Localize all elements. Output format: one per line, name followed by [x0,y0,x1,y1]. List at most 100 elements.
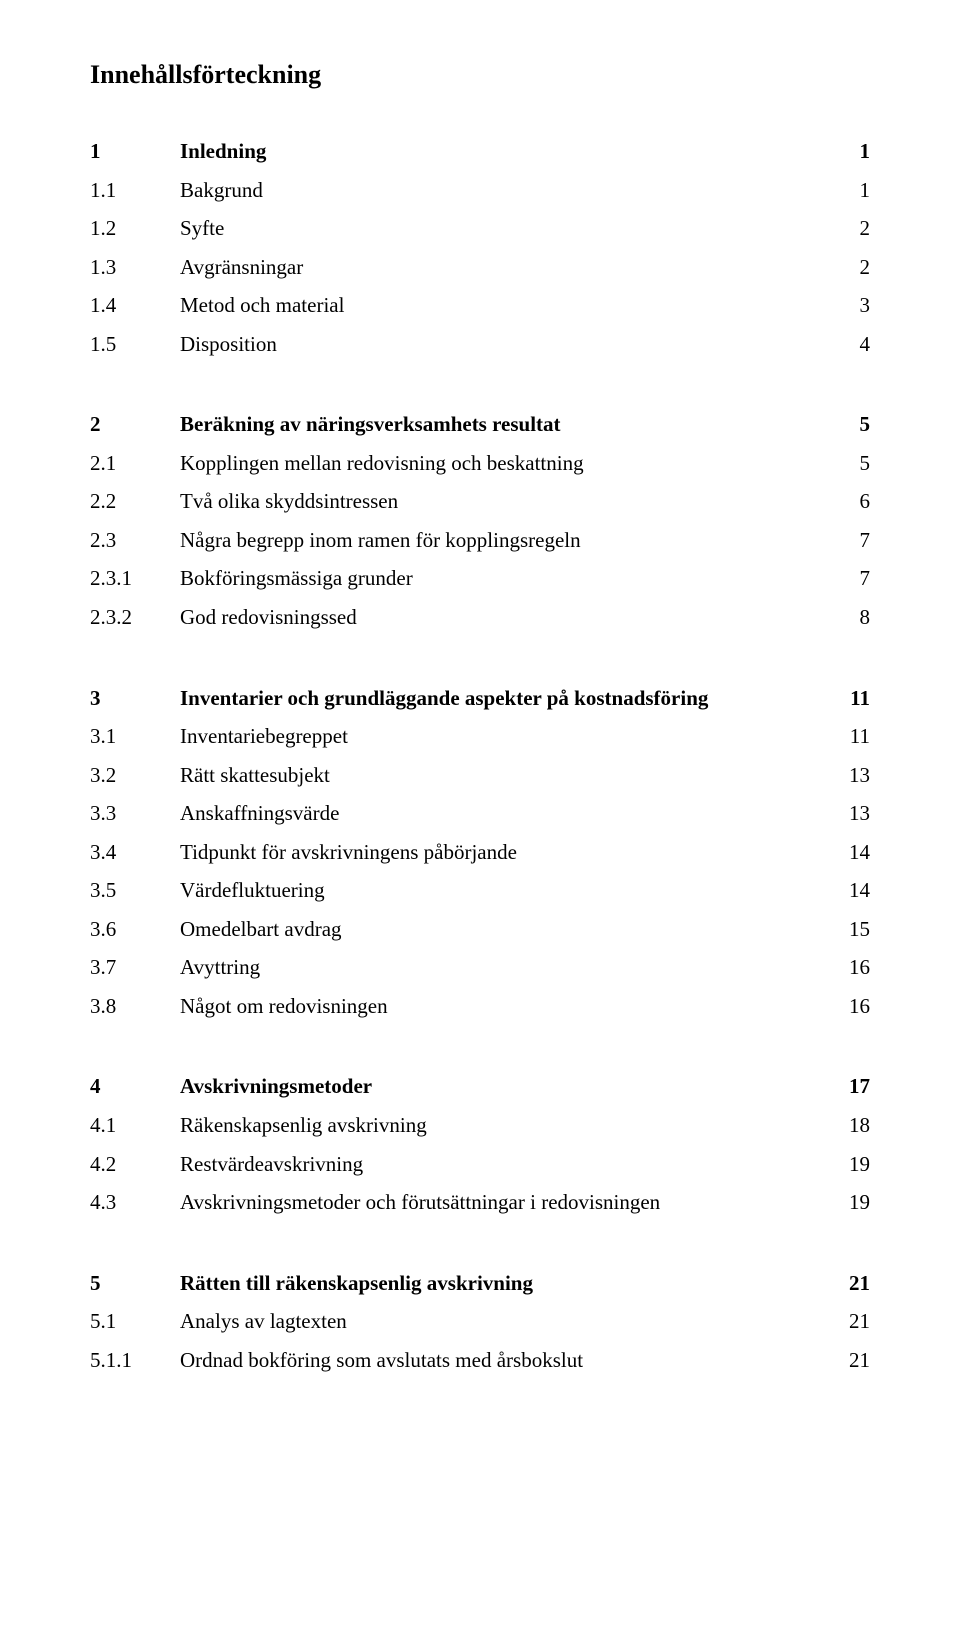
toc-row: 3.5Värdefluktuering14 [90,874,870,907]
toc-entry-page: 17 [830,1070,870,1103]
toc-row: 1Inledning1 [90,135,870,168]
toc-entry-number: 2.3.1 [90,562,180,595]
toc-entry-number: 3.3 [90,797,180,830]
toc-row: 2.3.1Bokföringsmässiga grunder7 [90,562,870,595]
toc-entry-page: 14 [830,836,870,869]
toc-entry-number: 3.2 [90,759,180,792]
toc-entry-title: Syfte [180,212,830,245]
toc-row: 5Rätten till räkenskapsenlig avskrivning… [90,1267,870,1300]
toc-entry-title: Restvärdeavskrivning [180,1148,830,1181]
toc-entry-page: 21 [830,1344,870,1377]
toc-entry-number: 5.1.1 [90,1344,180,1377]
toc-entry-number: 4.1 [90,1109,180,1142]
toc-entry-title: Disposition [180,328,830,361]
toc-entry-number: 3.7 [90,951,180,984]
toc-entry-title: Omedelbart avdrag [180,913,830,946]
toc-row: 5.1Analys av lagtexten21 [90,1305,870,1338]
toc-entry-page: 13 [830,797,870,830]
toc-entry-page: 21 [830,1267,870,1300]
toc-entry-title: Två olika skyddsintressen [180,485,830,518]
toc-entry-page: 2 [830,251,870,284]
toc-entry-title: Avskrivningsmetoder och förutsättningar … [180,1186,830,1219]
toc-entry-number: 3.1 [90,720,180,753]
toc-entry-page: 11 [830,720,870,753]
toc-entry-number: 2 [90,408,180,441]
toc-row: 3.6Omedelbart avdrag15 [90,913,870,946]
toc-entry-number: 1.2 [90,212,180,245]
toc-row: 3.7Avyttring16 [90,951,870,984]
toc-entry-page: 18 [830,1109,870,1142]
toc-entry-page: 5 [830,447,870,480]
toc-entry-page: 6 [830,485,870,518]
toc-entry-title: Inventarier och grundläggande aspekter p… [180,682,830,715]
toc-entry-number: 3.6 [90,913,180,946]
section-gap [90,1028,870,1070]
toc-row: 4.1Räkenskapsenlig avskrivning18 [90,1109,870,1142]
toc-entry-page: 13 [830,759,870,792]
toc-row: 3.1Inventariebegreppet11 [90,720,870,753]
toc-row: 2.3.2God redovisningssed8 [90,601,870,634]
toc-entry-title: Metod och material [180,289,830,322]
page-heading: Innehållsförteckning [90,60,870,90]
toc-row: 2Beräkning av näringsverksamhets resulta… [90,408,870,441]
toc-entry-title: Anskaffningsvärde [180,797,830,830]
toc-entry-page: 7 [830,524,870,557]
section-gap [90,366,870,408]
toc-row: 3.4Tidpunkt för avskrivningens påbörjand… [90,836,870,869]
toc-row: 4Avskrivningsmetoder17 [90,1070,870,1103]
toc-entry-number: 3.8 [90,990,180,1023]
toc-entry-title: Räkenskapsenlig avskrivning [180,1109,830,1142]
toc-row: 1.3Avgränsningar2 [90,251,870,284]
toc-row: 4.3Avskrivningsmetoder och förutsättning… [90,1186,870,1219]
toc-row: 3.3Anskaffningsvärde13 [90,797,870,830]
toc-entry-number: 2.2 [90,485,180,518]
toc-entry-title: Avgränsningar [180,251,830,284]
toc-entry-number: 2.3.2 [90,601,180,634]
toc-row: 3.2Rätt skattesubjekt13 [90,759,870,792]
toc-entry-number: 3 [90,682,180,715]
toc-entry-page: 16 [830,951,870,984]
toc-entry-title: Ordnad bokföring som avslutats med årsbo… [180,1344,830,1377]
toc-entry-number: 4.3 [90,1186,180,1219]
toc-entry-title: Avyttring [180,951,830,984]
toc-row: 5.1.1Ordnad bokföring som avslutats med … [90,1344,870,1377]
toc-row: 2.1Kopplingen mellan redovisning och bes… [90,447,870,480]
toc-entry-page: 8 [830,601,870,634]
toc-entry-page: 2 [830,212,870,245]
toc-entry-number: 1.1 [90,174,180,207]
toc-entry-title: Beräkning av näringsverksamhets resultat [180,408,830,441]
toc-row: 1.5Disposition4 [90,328,870,361]
toc-entry-title: God redovisningssed [180,601,830,634]
toc-entry-title: Kopplingen mellan redovisning och beskat… [180,447,830,480]
toc-entry-page: 14 [830,874,870,907]
toc-entry-page: 19 [830,1148,870,1181]
toc-entry-number: 1.5 [90,328,180,361]
toc-row: 1.2Syfte2 [90,212,870,245]
toc-entry-page: 4 [830,328,870,361]
toc-entry-page: 5 [830,408,870,441]
toc-entry-title: Värdefluktuering [180,874,830,907]
toc-entry-page: 7 [830,562,870,595]
toc-entry-number: 1 [90,135,180,168]
toc-entry-title: Avskrivningsmetoder [180,1070,830,1103]
toc-entry-title: Bokföringsmässiga grunder [180,562,830,595]
toc-row: 4.2Restvärdeavskrivning19 [90,1148,870,1181]
toc-row: 1.1Bakgrund1 [90,174,870,207]
toc-entry-number: 3.5 [90,874,180,907]
toc-entry-title: Bakgrund [180,174,830,207]
toc-entry-title: Några begrepp inom ramen för kopplingsre… [180,524,830,557]
toc-row: 3.8Något om redovisningen16 [90,990,870,1023]
toc-entry-number: 5 [90,1267,180,1300]
toc-entry-number: 1.4 [90,289,180,322]
toc-entry-title: Något om redovisningen [180,990,830,1023]
toc-entry-number: 5.1 [90,1305,180,1338]
toc-row: 2.3Några begrepp inom ramen för koppling… [90,524,870,557]
toc-entry-number: 1.3 [90,251,180,284]
toc-entry-number: 2.1 [90,447,180,480]
section-gap [90,640,870,682]
toc-entry-page: 16 [830,990,870,1023]
toc-entry-title: Rätt skattesubjekt [180,759,830,792]
toc-row: 2.2Två olika skyddsintressen6 [90,485,870,518]
toc-row: 3Inventarier och grundläggande aspekter … [90,682,870,715]
toc-entry-title: Rätten till räkenskapsenlig avskrivning [180,1267,830,1300]
